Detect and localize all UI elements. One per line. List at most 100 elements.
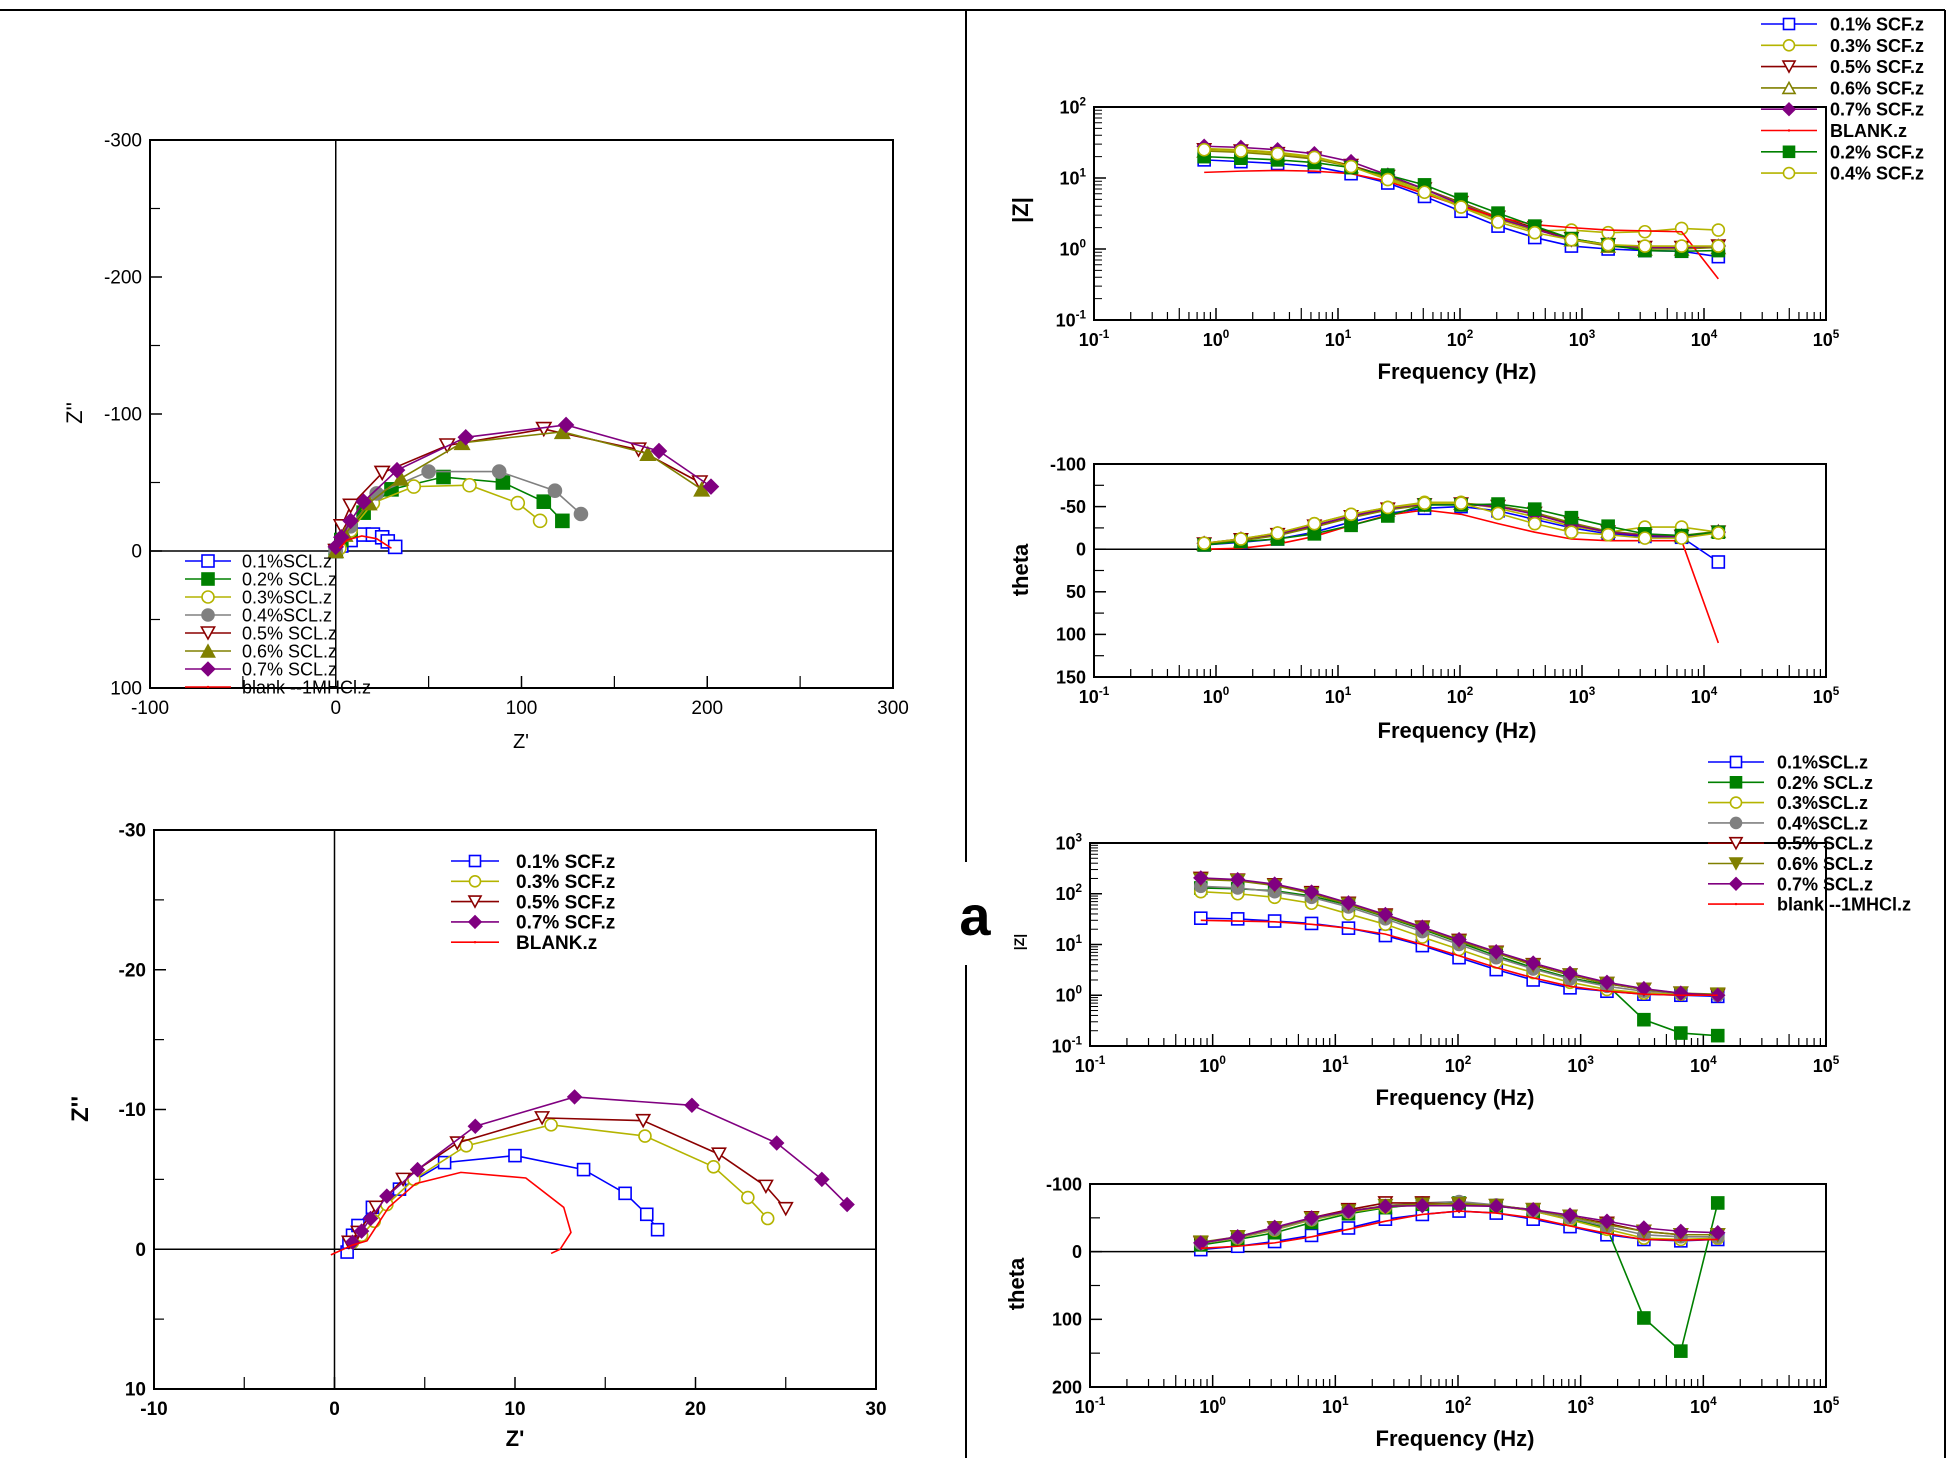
x-tick-label: 105 (1813, 1395, 1840, 1417)
triangle-down-marker (200, 626, 216, 641)
legend-entry: 0.2% SCL.z (1708, 773, 1873, 793)
legend-entry: 0.3% SCF.z (1761, 36, 1924, 56)
circle-marker (547, 483, 563, 499)
circle-marker (1782, 166, 1796, 180)
panel-label: a (959, 884, 991, 947)
circle-marker (1638, 531, 1652, 545)
triangle-down-marker (1781, 60, 1797, 74)
circle-marker (1527, 516, 1542, 531)
circle-marker (760, 1211, 775, 1226)
diamond-marker (1266, 876, 1283, 892)
triangle-up-marker (639, 445, 657, 462)
square-marker (1637, 1311, 1651, 1325)
legend-label: 0.4% SCF.z (1830, 164, 1924, 184)
diamond-marker (702, 478, 720, 495)
y-tick-label: 200 (1052, 1377, 1082, 1397)
circle-marker (1711, 239, 1726, 253)
legend-entry: 0.6% SCL.z (185, 641, 337, 661)
legend-label: 0.7% SCL.z (1777, 874, 1873, 894)
x-tick-label: 20 (685, 1399, 706, 1420)
circle-marker (510, 495, 526, 511)
y-axis-label: Z'' (67, 1096, 94, 1122)
square-marker (650, 1222, 665, 1237)
circle-marker (491, 464, 507, 479)
y-tick-label: 0 (131, 542, 142, 563)
legend-label: BLANK.z (1830, 121, 1907, 141)
circle-marker (1234, 144, 1248, 158)
y-tick-label: 0 (1076, 540, 1086, 560)
legend-entry: 0.5% SCF.z (451, 892, 615, 913)
diamond-marker (379, 1188, 395, 1204)
circle-marker (1270, 146, 1285, 161)
legend-entry: blank --1MHCl.z (1708, 895, 1911, 915)
y-tick-label: 101 (1055, 933, 1082, 955)
x-tick-label: 104 (1691, 328, 1718, 350)
circle-marker (1234, 532, 1248, 546)
chart-5: 10-1 100 101 102 103 104 105 10-1 100 101 102 103 Fr… (1011, 752, 1911, 1110)
triangle-up-marker (392, 470, 410, 486)
diamond-marker (839, 1196, 855, 1213)
legend: 0.1%SCL.z0.2% SCL.z0.3%SCL.z0.4%SCL.z0.5… (1708, 752, 1911, 915)
diamond-marker (1303, 1210, 1320, 1226)
diamond-marker (1562, 965, 1578, 982)
diamond-marker (1414, 919, 1431, 935)
y-tick-label: 102 (1059, 95, 1086, 117)
triangle-down-marker (635, 1113, 652, 1129)
x-tick-label: 10-1 (1079, 328, 1110, 350)
legend-entry: 0.3%SCL.z (185, 587, 332, 607)
x-tick-label: 105 (1813, 1054, 1840, 1076)
diamond-marker (409, 1161, 426, 1178)
legend-label: 0.3% SCF.z (1830, 36, 1924, 56)
x-axis-label: Frequency (Hz) (1376, 1085, 1535, 1110)
triangle-down-marker (373, 465, 391, 482)
triangle-down-marker (467, 895, 483, 909)
series-0-7-scl-z (327, 416, 720, 556)
legend-label: blank --1MHCl.z (242, 677, 371, 697)
circle-marker (1454, 496, 1468, 510)
square-marker (201, 572, 215, 586)
legend-label: 0.7% SCL.z (242, 659, 337, 679)
triangle-down-marker (535, 421, 553, 438)
circle-marker (741, 1190, 755, 1205)
legend-entry: 0.6% SCL.z (1708, 854, 1873, 874)
x-tick-label: 10-1 (1075, 1395, 1106, 1417)
x-tick-label: 103 (1567, 1395, 1594, 1417)
square-marker (1527, 502, 1542, 516)
series-trace-8 (1200, 1210, 1718, 1250)
circle-marker (406, 479, 422, 494)
legend-entry: 0.5% SCL.z (185, 623, 337, 643)
x-tick-label: 105 (1813, 685, 1840, 707)
y-tick-label: 10-1 (1056, 308, 1087, 330)
circle-marker (1491, 506, 1505, 521)
diamond-marker (467, 1118, 484, 1135)
triangle-down-marker (342, 498, 360, 514)
legend-label: 0.6% SCL.z (1777, 854, 1873, 874)
x-tick-label: 100 (1199, 1054, 1226, 1076)
y-tick-label: -50 (1060, 497, 1086, 517)
series-blank-1mhcl-z (338, 535, 392, 549)
diamond-marker (1340, 895, 1357, 911)
legend-entry: 0.1% SCF.z (1761, 14, 1924, 34)
diamond-marker (1781, 102, 1797, 117)
series-line (1200, 1210, 1718, 1250)
circle-marker (1674, 531, 1689, 545)
x-tick-label: 101 (1325, 328, 1352, 350)
legend: 0.1%SCL.z0.2% SCL.z0.3%SCL.z0.4%SCL.z0.5… (185, 551, 371, 697)
circle-marker (1381, 500, 1395, 515)
square-marker (555, 513, 570, 529)
legend-entry: 0.7% SCF.z (451, 913, 615, 934)
circle-marker (1601, 237, 1615, 252)
y-tick-label: -10 (119, 1100, 146, 1121)
square-marker (1729, 775, 1743, 789)
circle-marker (573, 506, 589, 522)
x-axis-label: Z' (513, 731, 529, 753)
y-tick-label: 150 (1056, 667, 1086, 687)
circle-marker (462, 477, 477, 493)
square-marker (1710, 1028, 1725, 1043)
square-marker (1710, 1196, 1725, 1210)
dot-marker (473, 941, 477, 944)
diamond-marker (1673, 1223, 1689, 1240)
circle-marker (1601, 225, 1615, 240)
legend-label: 0.3% SCF.z (516, 872, 615, 893)
square-marker (508, 1148, 522, 1163)
